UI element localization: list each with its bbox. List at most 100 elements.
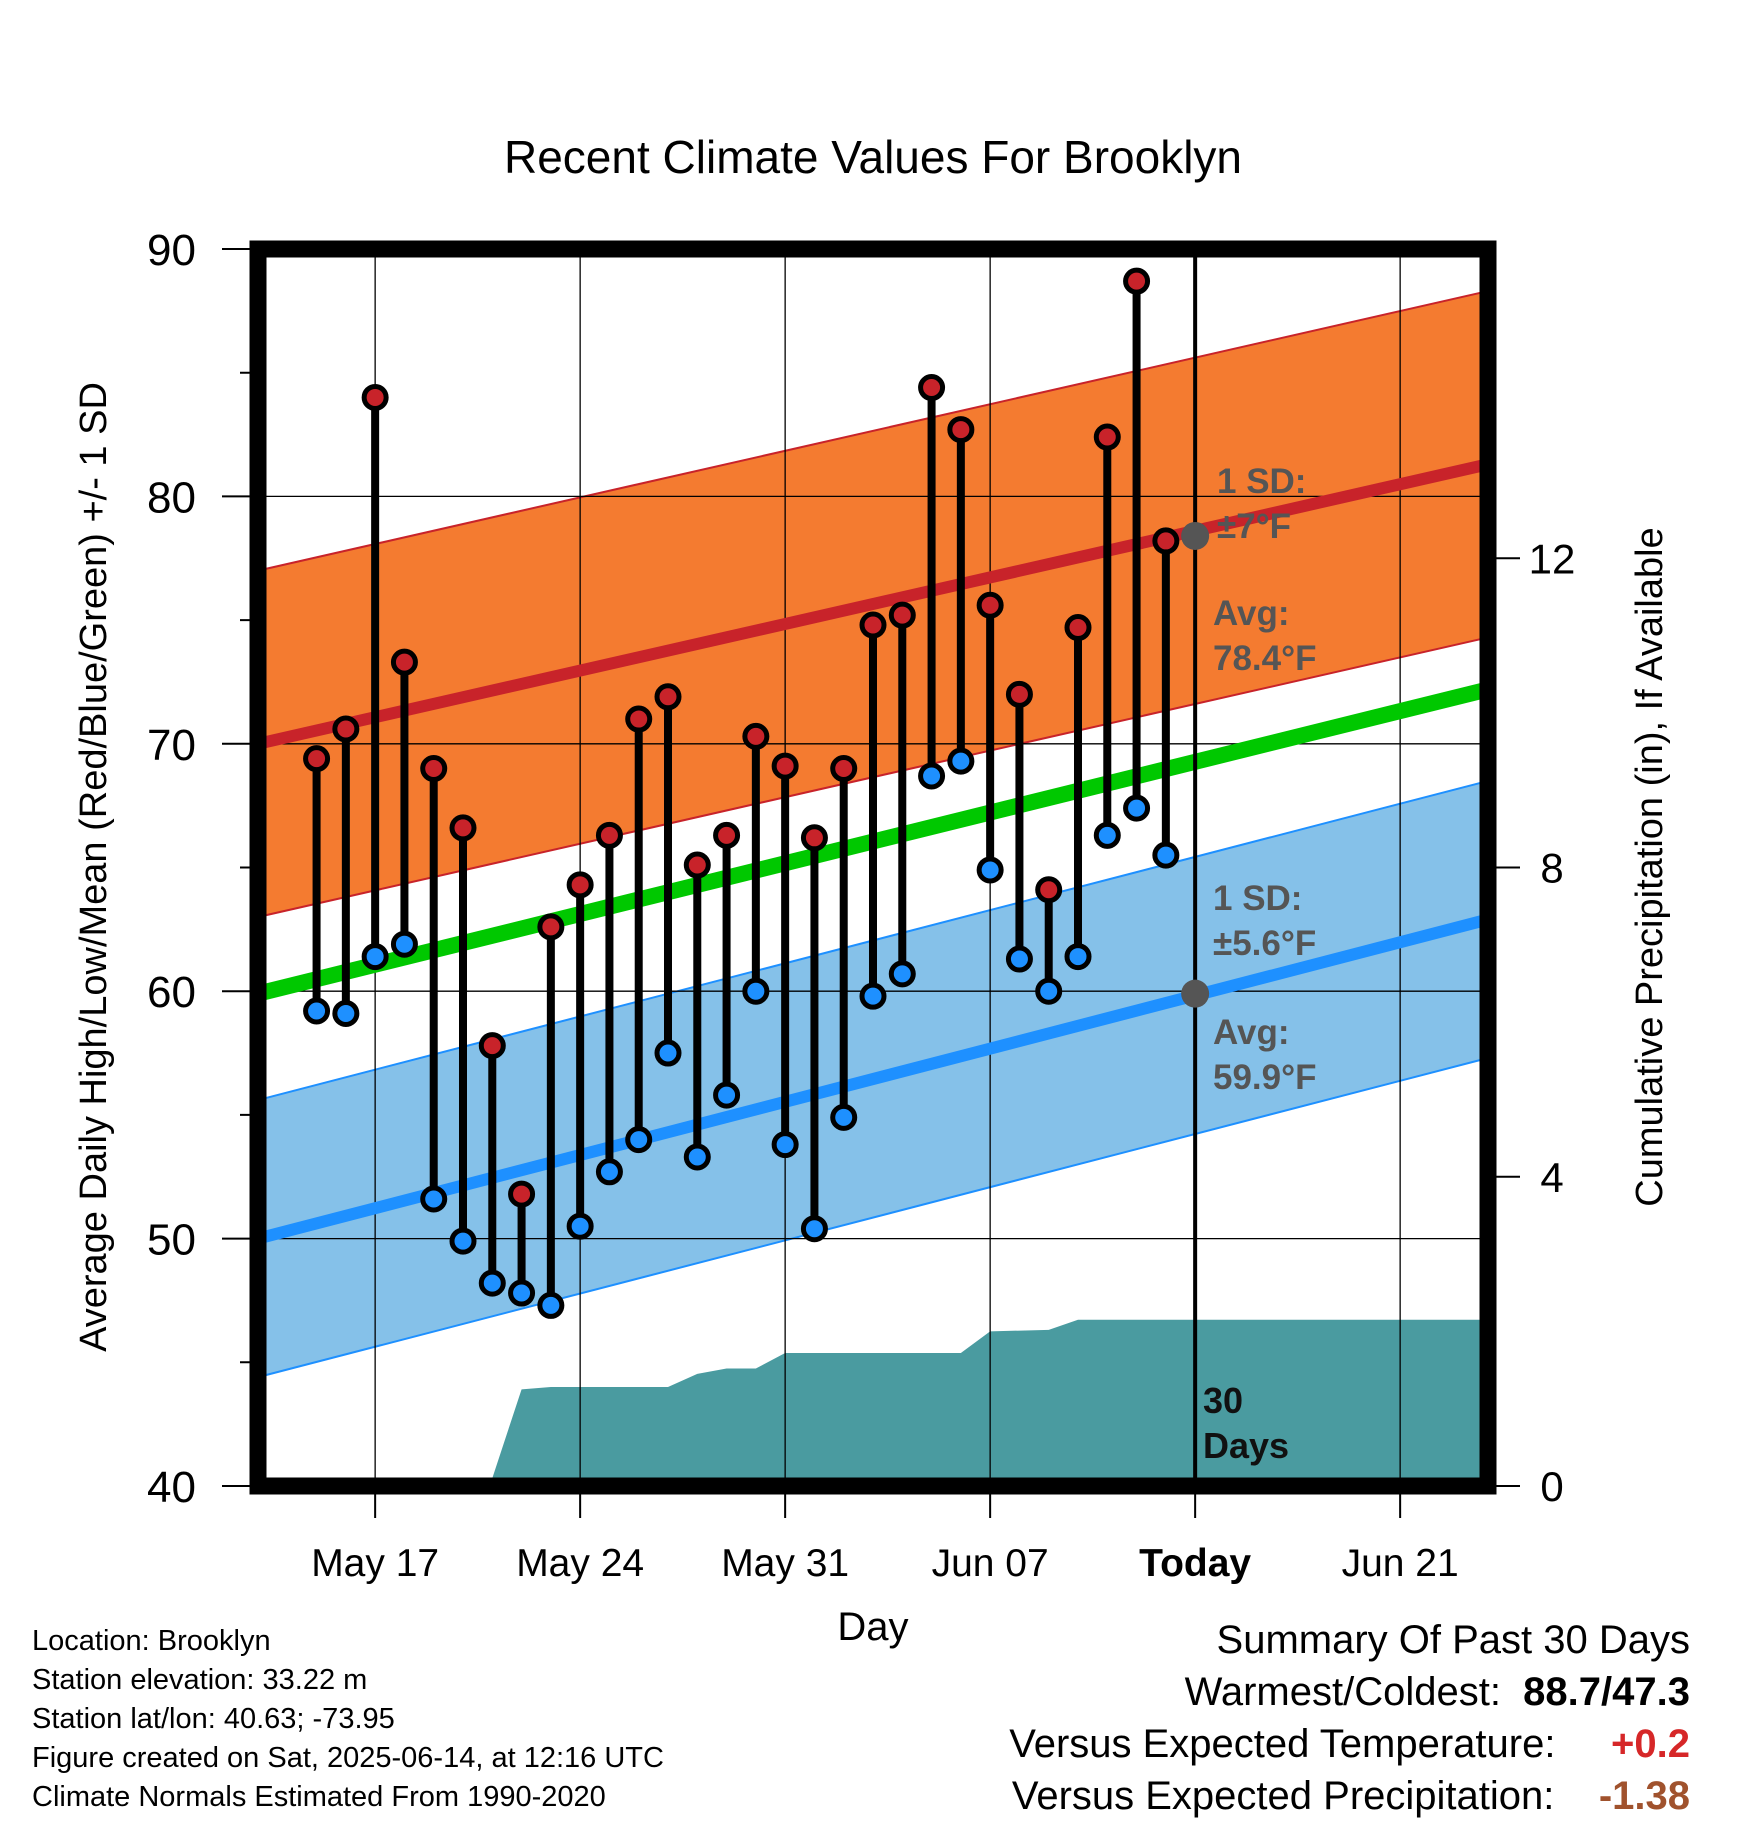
high-temp-point [830, 755, 858, 783]
annotation-low-avg-line1: Avg: [1213, 1013, 1289, 1052]
summary-warmest-row: Warmest/Coldest: 88.7/47.3 [1185, 1670, 1690, 1715]
low-temp-point [976, 856, 1004, 884]
low-temp-point [918, 762, 946, 790]
y2-axis-label: Cumulative Precipitation (in), If Availa… [1629, 527, 1671, 1206]
high-temp-point [1035, 876, 1063, 904]
high-temp-point [390, 648, 418, 676]
y-tick-label: 40 [147, 1463, 196, 1512]
low-temp-point [420, 1185, 448, 1213]
high-temp-point [859, 611, 887, 639]
summary-warmest-value: 88.7/47.3 [1523, 1670, 1690, 1714]
low-temp-point [332, 999, 360, 1027]
low-temp-point [478, 1269, 506, 1297]
high-temp-point [332, 715, 360, 743]
high-temp-point [1093, 423, 1121, 451]
high-temp-point [625, 705, 653, 733]
high-temp-point [976, 591, 1004, 619]
low-temp-point [800, 1215, 828, 1243]
summary-precip-row: Versus Expected Precipitation: -1.38 [1012, 1774, 1690, 1819]
summary-precip-label: Versus Expected Precipitation: [1011, 1774, 1555, 1818]
high-temp-point [918, 374, 946, 402]
low-temp-point [1064, 943, 1092, 971]
x-axis-label: Day [837, 1605, 908, 1649]
low-temp-point [1152, 841, 1180, 869]
annotation-high-sd-line2: ±7°F [1217, 507, 1291, 546]
high-normal-line [256, 458, 1490, 750]
low-temp-point [654, 1039, 682, 1067]
low-temp-point [713, 1081, 741, 1109]
low-temp-point [771, 1131, 799, 1159]
high-temp-point [449, 814, 477, 842]
low-band-lower-edge [257, 1057, 1489, 1379]
annotation-high-avg-line2: 78.4°F [1213, 639, 1317, 678]
low-temp-point [1093, 821, 1121, 849]
high-temp-point [947, 416, 975, 444]
x-tick-label: May 31 [721, 1542, 849, 1585]
info-normals: Climate Normals Estimated From 1990-2020 [32, 1781, 606, 1813]
high-temp-point [566, 871, 594, 899]
summary-temp-value: +0.2 [1611, 1722, 1690, 1766]
y2-tick-label: 8 [1540, 845, 1563, 892]
summary-warmest-label: Warmest/Coldest: [1184, 1670, 1501, 1714]
x-tick-label: May 24 [516, 1542, 644, 1585]
high-temp-point [742, 722, 770, 750]
high-temp-point [1005, 680, 1033, 708]
info-elevation: Station elevation: 33.22 m [32, 1664, 368, 1696]
x-tick-label: Jun 07 [932, 1542, 1049, 1585]
low-temp-point [303, 997, 331, 1025]
low-temp-point [566, 1212, 594, 1240]
high-temp-point [1152, 527, 1180, 555]
annotation-days-line1: 30 [1203, 1380, 1243, 1421]
high-temp-point [508, 1180, 536, 1208]
high-temp-point [537, 913, 565, 941]
low-temp-point [830, 1103, 858, 1131]
low-temp-point [1005, 945, 1033, 973]
high-temp-point [683, 851, 711, 879]
info-location: Location: Brooklyn [32, 1625, 271, 1657]
high-temp-point [888, 601, 916, 629]
y-tick-label: 90 [147, 226, 196, 275]
low-temp-point [390, 930, 418, 958]
today-high-normal-point [1181, 521, 1210, 550]
low-temp-point [683, 1143, 711, 1171]
chart-title: Recent Climate Values For Brooklyn [504, 131, 1242, 183]
x-tick-label: May 17 [311, 1542, 439, 1585]
low-temp-point [1035, 977, 1063, 1005]
summary-title: Summary Of Past 30 Days [1216, 1618, 1690, 1662]
info-latlon: Station lat/lon: 40.63; -73.95 [32, 1703, 395, 1735]
y-axis-label: Average Daily High/Low/Mean (Red/Blue/Gr… [73, 382, 115, 1352]
low-temp-point [1123, 794, 1151, 822]
high-temp-point [420, 755, 448, 783]
high-band-upper-edge [257, 290, 1489, 572]
annotation-days-line2: Days [1203, 1425, 1289, 1466]
high-temp-point [361, 383, 389, 411]
y-tick-label: 60 [147, 968, 196, 1017]
annotation-high-sd-line1: 1 SD: [1217, 462, 1306, 501]
y-tick-label: 70 [147, 721, 196, 770]
annotation-low-sd-line2: ±5.6°F [1213, 924, 1316, 963]
high-temp-point [595, 821, 623, 849]
high-temp-point [800, 824, 828, 852]
high-temp-point [303, 745, 331, 773]
summary-temp-row: Versus Expected Temperature: +0.2 [1009, 1722, 1690, 1767]
high-temp-point [654, 683, 682, 711]
high-temp-point [1123, 267, 1151, 295]
low-temp-point [361, 943, 389, 971]
low-temp-point [859, 982, 887, 1010]
y-tick-label: 50 [147, 1216, 196, 1265]
y2-tick-label: 4 [1540, 1154, 1563, 1201]
y-tick-label: 80 [147, 473, 196, 522]
x-tick-label: Today [1139, 1542, 1251, 1585]
annotation-high-avg-line1: Avg: [1213, 594, 1289, 633]
low-temp-point [449, 1227, 477, 1255]
y2-tick-label: 12 [1529, 535, 1576, 582]
y2-tick-label: 0 [1540, 1463, 1563, 1510]
low-temp-point [888, 960, 916, 988]
high-temp-point [713, 821, 741, 849]
low-temp-point [947, 747, 975, 775]
low-temp-point [625, 1126, 653, 1154]
low-temp-point [595, 1158, 623, 1186]
info-created: Figure created on Sat, 2025-06-14, at 12… [32, 1742, 664, 1774]
precip-area [258, 1319, 1488, 1486]
